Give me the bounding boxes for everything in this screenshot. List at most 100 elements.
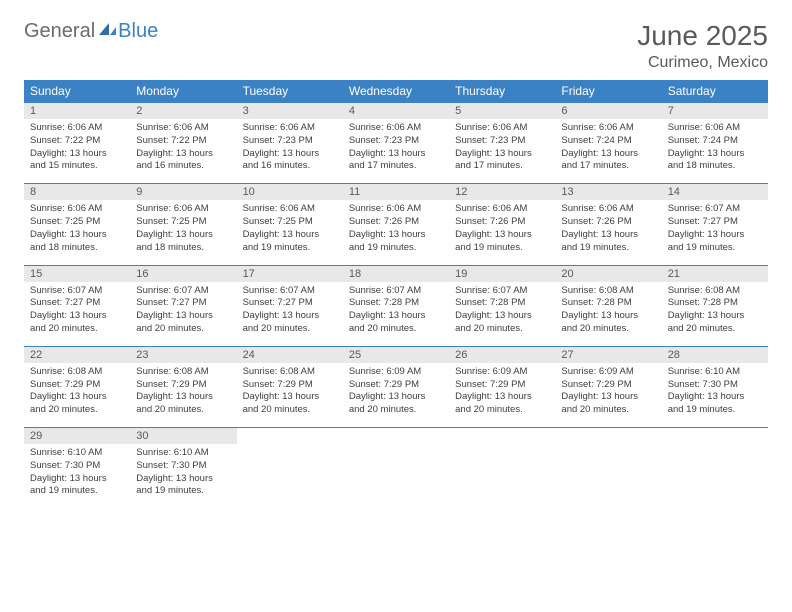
day-cell: 4Sunrise: 6:06 AMSunset: 7:23 PMDaylight…	[343, 103, 449, 184]
sunrise-line: Sunrise: 6:07 AM	[30, 285, 124, 298]
brand-part2: Blue	[118, 20, 158, 43]
day-number: 13	[555, 184, 661, 200]
sunset-line: Sunset: 7:30 PM	[668, 379, 762, 392]
day-number: 8	[24, 184, 130, 200]
daylight-line: Daylight: 13 hours and 16 minutes.	[243, 148, 337, 174]
day-cell: 3Sunrise: 6:06 AMSunset: 7:23 PMDaylight…	[237, 103, 343, 184]
day-body: Sunrise: 6:06 AMSunset: 7:25 PMDaylight:…	[237, 200, 343, 264]
daylight-line: Daylight: 13 hours and 20 minutes.	[349, 310, 443, 336]
sunset-line: Sunset: 7:27 PM	[668, 216, 762, 229]
sunrise-line: Sunrise: 6:08 AM	[243, 366, 337, 379]
title-block: June 2025 Curimeo, Mexico	[637, 20, 768, 72]
sunset-line: Sunset: 7:22 PM	[30, 135, 124, 148]
brand-part1: General	[24, 20, 95, 43]
day-cell: 28Sunrise: 6:10 AMSunset: 7:30 PMDayligh…	[662, 346, 768, 427]
day-cell: 26Sunrise: 6:09 AMSunset: 7:29 PMDayligh…	[449, 346, 555, 427]
day-header: Friday	[555, 80, 661, 103]
week-row: 1Sunrise: 6:06 AMSunset: 7:22 PMDaylight…	[24, 103, 768, 184]
day-body: Sunrise: 6:06 AMSunset: 7:26 PMDaylight:…	[555, 200, 661, 264]
day-body: Sunrise: 6:07 AMSunset: 7:27 PMDaylight:…	[237, 282, 343, 346]
day-header: Wednesday	[343, 80, 449, 103]
sunset-line: Sunset: 7:25 PM	[243, 216, 337, 229]
day-body: Sunrise: 6:06 AMSunset: 7:24 PMDaylight:…	[555, 119, 661, 183]
daylight-line: Daylight: 13 hours and 18 minutes.	[30, 229, 124, 255]
sunrise-line: Sunrise: 6:09 AM	[561, 366, 655, 379]
day-number: 3	[237, 103, 343, 119]
sunset-line: Sunset: 7:23 PM	[349, 135, 443, 148]
day-body: Sunrise: 6:07 AMSunset: 7:28 PMDaylight:…	[449, 282, 555, 346]
day-cell: 14Sunrise: 6:07 AMSunset: 7:27 PMDayligh…	[662, 184, 768, 265]
day-cell: .	[343, 428, 449, 509]
calendar-table: SundayMondayTuesdayWednesdayThursdayFrid…	[24, 80, 768, 508]
day-body: Sunrise: 6:09 AMSunset: 7:29 PMDaylight:…	[343, 363, 449, 427]
sunrise-line: Sunrise: 6:07 AM	[668, 203, 762, 216]
day-number: 23	[130, 347, 236, 363]
day-body: Sunrise: 6:09 AMSunset: 7:29 PMDaylight:…	[449, 363, 555, 427]
sunrise-line: Sunrise: 6:07 AM	[136, 285, 230, 298]
daylight-line: Daylight: 13 hours and 20 minutes.	[136, 391, 230, 417]
sunrise-line: Sunrise: 6:07 AM	[455, 285, 549, 298]
day-number: 15	[24, 266, 130, 282]
daylight-line: Daylight: 13 hours and 19 minutes.	[668, 391, 762, 417]
daylight-line: Daylight: 13 hours and 20 minutes.	[30, 310, 124, 336]
day-number: 29	[24, 428, 130, 444]
sunset-line: Sunset: 7:29 PM	[455, 379, 549, 392]
sunrise-line: Sunrise: 6:08 AM	[136, 366, 230, 379]
day-body: Sunrise: 6:06 AMSunset: 7:23 PMDaylight:…	[237, 119, 343, 183]
day-body: Sunrise: 6:06 AMSunset: 7:26 PMDaylight:…	[449, 200, 555, 264]
week-row: 15 Sunrise: 6:07 AMSunset: 7:27 PMDayligh…	[24, 265, 768, 346]
sunrise-line: Sunrise: 6:08 AM	[561, 285, 655, 298]
day-body: Sunrise: 6:06 AMSunset: 7:25 PMDaylight:…	[130, 200, 236, 264]
sunrise-line: Sunrise: 6:06 AM	[30, 203, 124, 216]
daylight-line: Daylight: 13 hours and 20 minutes.	[243, 391, 337, 417]
daylight-line: Daylight: 13 hours and 20 minutes.	[561, 391, 655, 417]
sunset-line: Sunset: 7:28 PM	[668, 297, 762, 310]
day-number: 2	[130, 103, 236, 119]
day-header: Thursday	[449, 80, 555, 103]
day-body: Sunrise: 6:06 AMSunset: 7:25 PMDaylight:…	[24, 200, 130, 264]
sunset-line: Sunset: 7:26 PM	[349, 216, 443, 229]
daylight-line: Daylight: 13 hours and 19 minutes.	[30, 473, 124, 499]
daylight-line: Daylight: 13 hours and 19 minutes.	[455, 229, 549, 255]
day-body: Sunrise: 6:06 AMSunset: 7:22 PMDaylight:…	[130, 119, 236, 183]
day-cell: 17Sunrise: 6:07 AMSunset: 7:27 PMDayligh…	[237, 265, 343, 346]
sunrise-line: Sunrise: 6:06 AM	[30, 122, 124, 135]
day-number: 21	[662, 266, 768, 282]
day-cell: 20Sunrise: 6:08 AMSunset: 7:28 PMDayligh…	[555, 265, 661, 346]
sunrise-line: Sunrise: 6:10 AM	[30, 447, 124, 460]
daylight-line: Daylight: 13 hours and 20 minutes.	[243, 310, 337, 336]
day-cell: 30Sunrise: 6:10 AMSunset: 7:30 PMDayligh…	[130, 428, 236, 509]
day-body: Sunrise: 6:10 AMSunset: 7:30 PMDaylight:…	[130, 444, 236, 508]
day-number: 27	[555, 347, 661, 363]
sunset-line: Sunset: 7:29 PM	[30, 379, 124, 392]
sunset-line: Sunset: 7:29 PM	[561, 379, 655, 392]
sunrise-line: Sunrise: 6:06 AM	[349, 122, 443, 135]
sunrise-line: Sunrise: 6:08 AM	[30, 366, 124, 379]
daylight-line: Daylight: 13 hours and 18 minutes.	[136, 229, 230, 255]
daylight-line: Daylight: 13 hours and 20 minutes.	[455, 310, 549, 336]
day-number: 10	[237, 184, 343, 200]
day-body: Sunrise: 6:08 AMSunset: 7:29 PMDaylight:…	[24, 363, 130, 427]
daylight-line: Daylight: 13 hours and 19 minutes.	[349, 229, 443, 255]
daylight-line: Daylight: 13 hours and 20 minutes.	[349, 391, 443, 417]
sunset-line: Sunset: 7:22 PM	[136, 135, 230, 148]
daylight-line: Daylight: 13 hours and 17 minutes.	[561, 148, 655, 174]
sunrise-line: Sunrise: 6:09 AM	[349, 366, 443, 379]
day-body: Sunrise: 6:09 AMSunset: 7:29 PMDaylight:…	[555, 363, 661, 427]
day-cell: 25Sunrise: 6:09 AMSunset: 7:29 PMDayligh…	[343, 346, 449, 427]
day-body: Sunrise: 6:07 AMSunset: 7:28 PMDaylight:…	[343, 282, 449, 346]
day-number: 11	[343, 184, 449, 200]
sunset-line: Sunset: 7:26 PM	[561, 216, 655, 229]
day-cell: 27Sunrise: 6:09 AMSunset: 7:29 PMDayligh…	[555, 346, 661, 427]
day-cell: 21Sunrise: 6:08 AMSunset: 7:28 PMDayligh…	[662, 265, 768, 346]
sunset-line: Sunset: 7:23 PM	[455, 135, 549, 148]
sunrise-line: Sunrise: 6:06 AM	[349, 203, 443, 216]
daylight-line: Daylight: 13 hours and 20 minutes.	[30, 391, 124, 417]
day-body: Sunrise: 6:08 AMSunset: 7:28 PMDaylight:…	[662, 282, 768, 346]
day-body: Sunrise: 6:06 AMSunset: 7:24 PMDaylight:…	[662, 119, 768, 183]
sunset-line: Sunset: 7:24 PM	[561, 135, 655, 148]
week-row: 8Sunrise: 6:06 AMSunset: 7:25 PMDaylight…	[24, 184, 768, 265]
day-cell: 29Sunrise: 6:10 AMSunset: 7:30 PMDayligh…	[24, 428, 130, 509]
sunset-line: Sunset: 7:29 PM	[136, 379, 230, 392]
day-number: 16	[130, 266, 236, 282]
